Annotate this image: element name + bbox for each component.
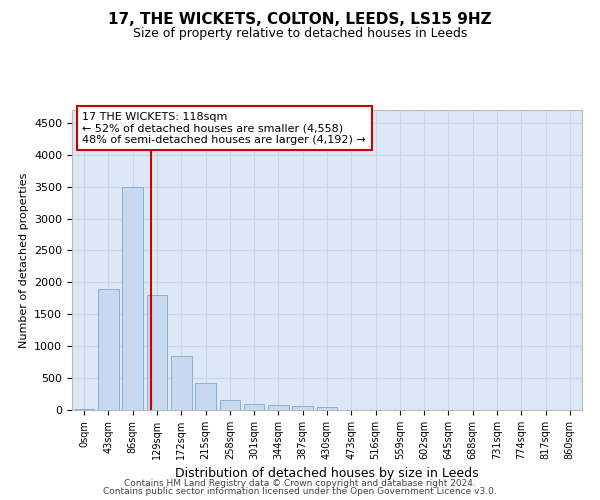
Text: Contains HM Land Registry data © Crown copyright and database right 2024.: Contains HM Land Registry data © Crown c… [124, 478, 476, 488]
Bar [171, 356, 191, 410]
Bar [268, 405, 289, 410]
Bar [98, 288, 119, 410]
Bar [292, 406, 313, 410]
X-axis label: Distribution of detached houses by size in Leeds: Distribution of detached houses by size … [175, 468, 479, 480]
Text: 17 THE WICKETS: 118sqm
← 52% of detached houses are smaller (4,558)
48% of semi-: 17 THE WICKETS: 118sqm ← 52% of detached… [82, 112, 366, 144]
Bar [244, 404, 265, 410]
Bar [122, 186, 143, 410]
Bar [220, 400, 240, 410]
Bar [146, 295, 167, 410]
Bar [317, 407, 337, 410]
Bar [195, 382, 216, 410]
Text: 17, THE WICKETS, COLTON, LEEDS, LS15 9HZ: 17, THE WICKETS, COLTON, LEEDS, LS15 9HZ [108, 12, 492, 28]
Y-axis label: Number of detached properties: Number of detached properties [19, 172, 29, 348]
Text: Contains public sector information licensed under the Open Government Licence v3: Contains public sector information licen… [103, 487, 497, 496]
Text: Size of property relative to detached houses in Leeds: Size of property relative to detached ho… [133, 28, 467, 40]
